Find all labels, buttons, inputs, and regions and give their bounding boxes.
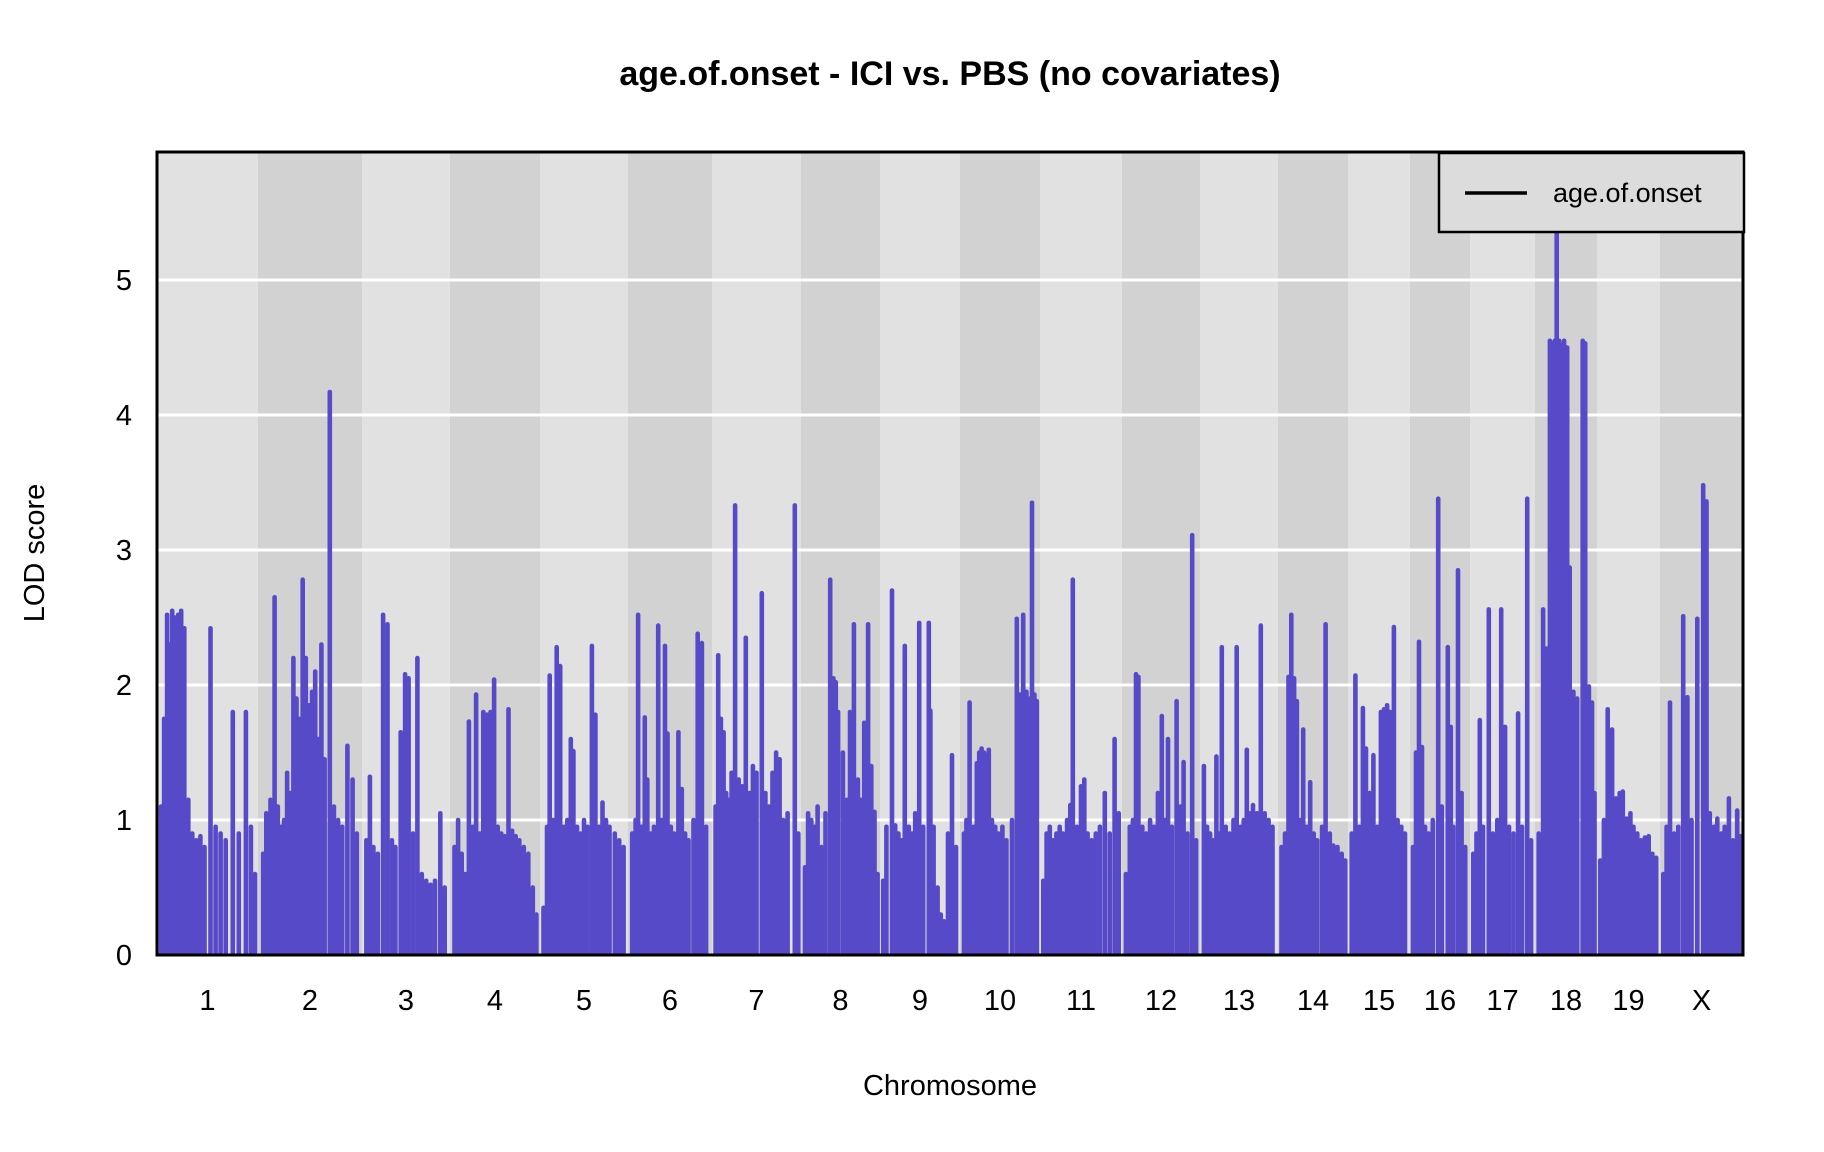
y-axis-tick-labels: 0 1 2 3 4 5: [116, 265, 132, 972]
x-tick-label: 12: [1145, 985, 1177, 1017]
y-tick-label: 4: [116, 400, 132, 432]
x-tick-label: 8: [832, 985, 848, 1017]
x-tick-label: 14: [1297, 985, 1329, 1017]
x-tick-label: 13: [1223, 985, 1255, 1017]
x-tick-label: 15: [1363, 985, 1395, 1017]
y-axis-title: LOD score: [19, 484, 51, 623]
x-tick-label: 3: [398, 985, 414, 1017]
chart-title: age.of.onset - ICI vs. PBS (no covariate…: [619, 55, 1280, 93]
legend-label: age.of.onset: [1553, 178, 1702, 208]
x-tick-label: 10: [984, 985, 1016, 1017]
x-tick-label: 6: [662, 985, 678, 1017]
x-tick-label: 18: [1550, 985, 1582, 1017]
x-axis-title: Chromosome: [863, 1070, 1037, 1102]
x-axis-tick-labels: 1 2 3 4 5 6 7 8 9 10 11 12 13 14 15 16 17 18 19 X: [199, 985, 1711, 1017]
x-tick-label: 1: [199, 985, 215, 1017]
x-tick-label: 4: [487, 985, 503, 1017]
x-tick-label: 17: [1486, 985, 1518, 1017]
y-tick-label: 2: [116, 670, 132, 702]
plot-frame: [155, 150, 1745, 957]
x-tick-label: 7: [748, 985, 764, 1017]
legend: age.of.onset: [1437, 151, 1746, 234]
x-tick-label: 2: [302, 985, 318, 1017]
y-tick-label: 3: [116, 535, 132, 567]
y-tick-label: 1: [116, 805, 132, 837]
y-tick-label: 0: [116, 940, 132, 972]
y-tick-label: 5: [116, 265, 132, 297]
x-tick-label: X: [1692, 985, 1711, 1017]
x-tick-label: 19: [1612, 985, 1644, 1017]
x-tick-label: 5: [576, 985, 592, 1017]
x-tick-label: 9: [912, 985, 928, 1017]
x-tick-label: 16: [1424, 985, 1456, 1017]
x-tick-label: 11: [1066, 985, 1096, 1017]
lod-bars: [158, 176, 1743, 955]
